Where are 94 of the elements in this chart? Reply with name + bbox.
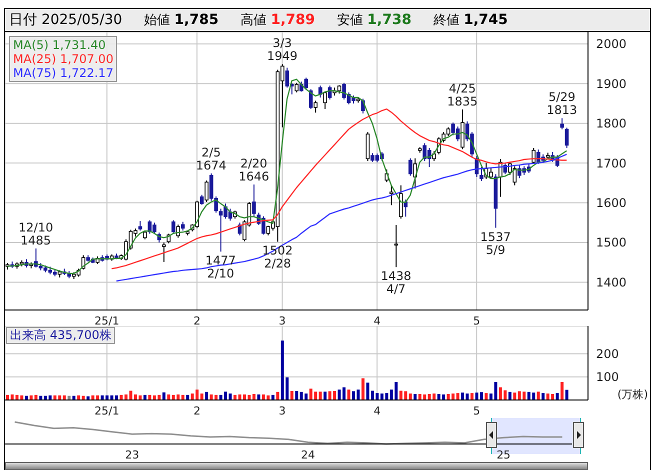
y-tick-label: 2000: [596, 37, 627, 52]
bar: [408, 394, 412, 400]
x-tick-label: 24: [301, 448, 316, 462]
bar: [318, 392, 322, 400]
candlestick: [162, 242, 166, 262]
bar: [456, 393, 460, 400]
annotation: 1477 2/10: [205, 254, 236, 281]
text: 高値 1,789: [240, 12, 316, 28]
candlestick: [532, 147, 536, 164]
annotation: 2/20 1646: [238, 156, 270, 184]
y-tick-label: 1400: [596, 275, 627, 290]
candlestick: [294, 82, 299, 93]
candlestick: [176, 224, 180, 238]
text: MA(5) 1,731.40: [13, 38, 107, 52]
x-tick-label: 3: [278, 314, 286, 328]
annotation: 1537 5/9: [480, 230, 511, 257]
candlestick: [323, 91, 327, 110]
text: 終値 1,745: [433, 12, 508, 28]
candlestick: [480, 166, 484, 182]
annotation: 2/5 1674: [196, 145, 226, 172]
x-tick-label: 2: [193, 314, 200, 328]
bar: [366, 382, 370, 400]
bar: [276, 392, 280, 400]
candlestick: [560, 118, 564, 130]
candlestick: [422, 142, 427, 162]
bar: [290, 390, 294, 400]
y-axis-title: (万株): [617, 388, 648, 401]
candlestick: [394, 224, 398, 268]
bar: [560, 382, 564, 400]
x-tick-label: 25/1: [94, 314, 120, 328]
bar: [200, 394, 204, 400]
bar: [295, 390, 298, 400]
bar: [513, 392, 516, 400]
bar: [475, 392, 478, 400]
candlestick: [285, 67, 290, 88]
annotation: 4/25 1835: [447, 81, 478, 108]
text: MA(25) 1,707.00: [13, 52, 114, 66]
text: 安値 1,738: [337, 12, 412, 28]
x-tick-label: 4: [374, 314, 381, 328]
candlestick: [408, 158, 412, 176]
bar: [556, 393, 559, 400]
bar: [536, 392, 540, 400]
x-tick-label: 25: [496, 448, 511, 462]
candlestick: [314, 100, 318, 114]
chart-title: 日付 2025/05/30: [9, 11, 122, 29]
bar: [484, 393, 488, 400]
x-tick-label: 23: [125, 448, 140, 462]
bar: [162, 392, 166, 400]
candlestick: [399, 184, 403, 220]
bar: [565, 390, 568, 400]
chart-title: 出来高 435,700株: [6, 327, 116, 344]
candlestick: [432, 150, 436, 162]
x-tick-label: 2: [193, 404, 200, 418]
bar: [252, 394, 256, 400]
bar: [466, 394, 469, 400]
bar: [257, 394, 260, 400]
bar: [542, 393, 545, 400]
y-tick-label: 1600: [596, 196, 627, 210]
candlestick: [200, 194, 204, 206]
x-tick-label: 5: [473, 404, 480, 418]
bar: [167, 394, 170, 400]
candlestick: [138, 220, 142, 232]
candlestick: [204, 180, 208, 202]
bar: [480, 392, 483, 400]
x-tick-label: 3: [278, 404, 286, 418]
y-tick-label: 1800: [596, 116, 627, 131]
y-tick-label: 1900: [596, 76, 627, 91]
text: MA(75) 1,722.17: [13, 66, 114, 80]
bar: [414, 394, 417, 400]
bar: [324, 392, 327, 400]
bar: [228, 394, 232, 400]
annotation: 5/29 1813: [546, 90, 578, 118]
bar: [470, 393, 474, 400]
y-tick-label: 1700: [596, 156, 627, 170]
text: 始値 1,785: [144, 12, 219, 28]
candlestick: [564, 127, 569, 148]
candlestick: [252, 184, 256, 218]
annotation: 1438 4/7: [380, 269, 412, 296]
annotation: 3/3 1949: [267, 36, 298, 64]
bar: [461, 392, 464, 400]
y-tick-label: 200: [596, 347, 619, 362]
candlestick: [390, 184, 394, 206]
y-tick-label: 1500: [596, 236, 627, 250]
x-tick-label: 25/1: [94, 404, 120, 418]
x-tick-label: 4: [374, 404, 381, 418]
bar: [508, 392, 512, 400]
annotation: 12/10 1485: [18, 220, 54, 248]
bar: [352, 391, 356, 400]
x-tick-label: 5: [473, 314, 480, 328]
candlestick: [171, 220, 176, 234]
bar: [361, 378, 364, 400]
bar: [205, 392, 208, 400]
bar: [347, 390, 350, 400]
y-tick-label: 100: [596, 370, 619, 384]
